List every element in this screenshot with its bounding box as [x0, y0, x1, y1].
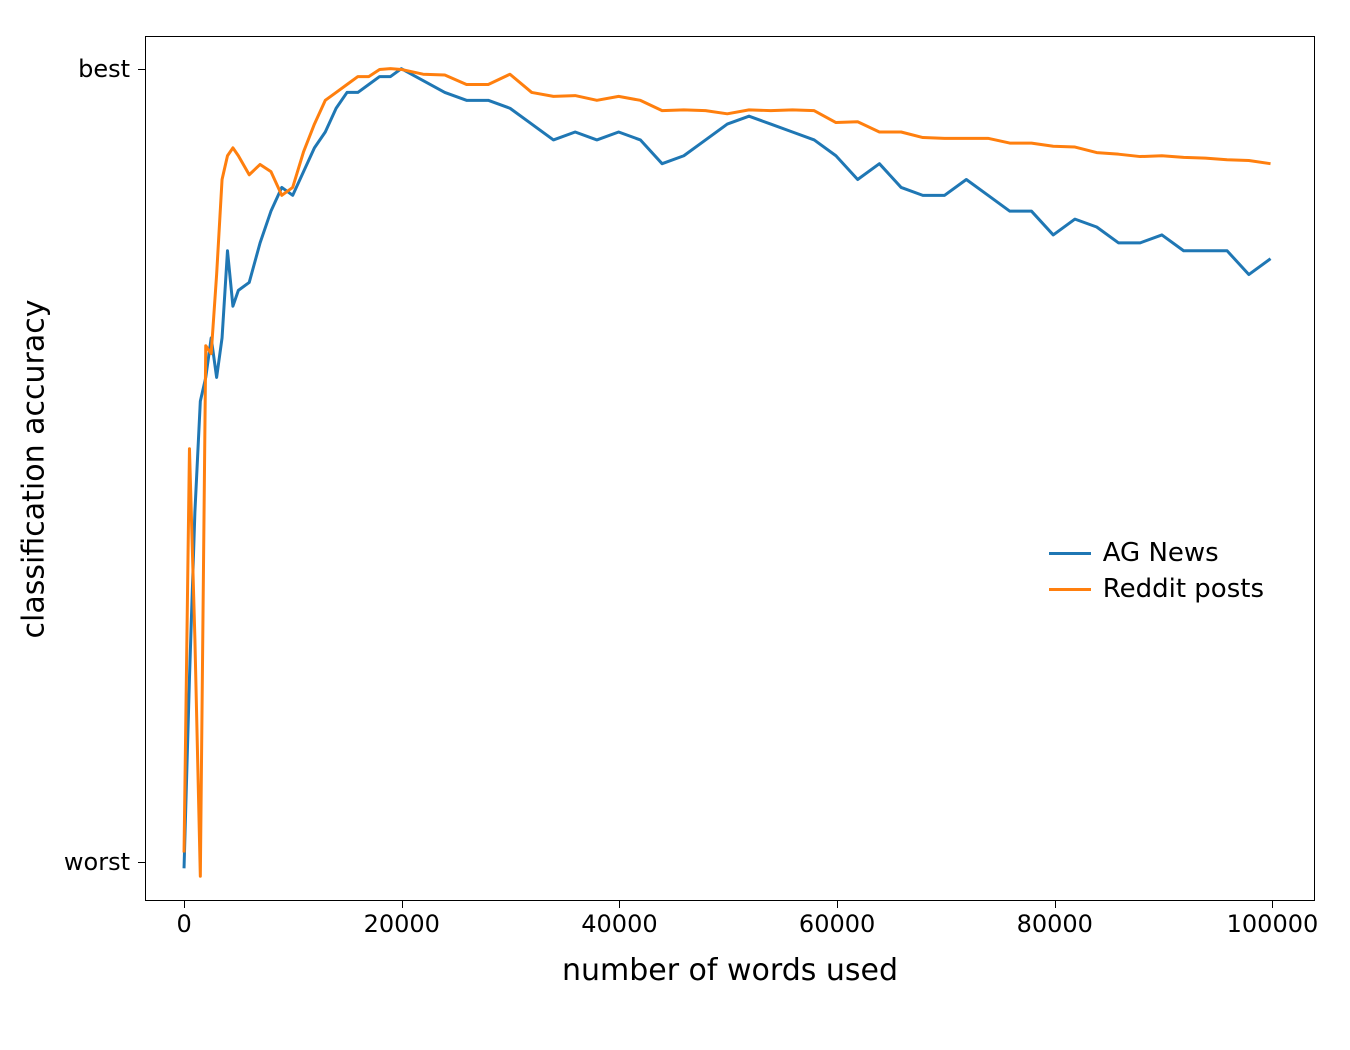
- x-tick-label: 20000: [364, 910, 440, 938]
- legend-line-ag-news: [1049, 552, 1091, 555]
- legend-item-ag-news: AG News: [1049, 538, 1264, 568]
- series-line-reddit-posts: [184, 69, 1271, 877]
- series-line-ag-news: [184, 69, 1271, 869]
- x-tick: [837, 900, 838, 908]
- legend: AG News Reddit posts: [1035, 522, 1278, 620]
- y-tick: [138, 862, 146, 863]
- x-tick: [1272, 900, 1273, 908]
- chart-plot-area: AG News Reddit posts number of words use…: [145, 36, 1315, 901]
- legend-label-ag-news: AG News: [1103, 538, 1219, 568]
- chart-lines-svg: [146, 37, 1314, 900]
- x-tick: [619, 900, 620, 908]
- y-axis-label: classification accuracy: [17, 299, 52, 638]
- y-tick-label: best: [78, 55, 130, 83]
- x-tick-label: 100000: [1227, 910, 1319, 938]
- x-axis-label: number of words used: [562, 953, 898, 988]
- legend-label-reddit: Reddit posts: [1103, 574, 1264, 604]
- x-tick: [184, 900, 185, 908]
- x-tick-label: 0: [176, 910, 191, 938]
- x-tick: [1055, 900, 1056, 908]
- legend-line-reddit: [1049, 588, 1091, 591]
- x-tick-label: 40000: [581, 910, 657, 938]
- x-tick-label: 60000: [799, 910, 875, 938]
- legend-item-reddit: Reddit posts: [1049, 574, 1264, 604]
- x-tick: [402, 900, 403, 908]
- y-tick-label: worst: [64, 848, 130, 876]
- y-tick: [138, 69, 146, 70]
- x-tick-label: 80000: [1017, 910, 1093, 938]
